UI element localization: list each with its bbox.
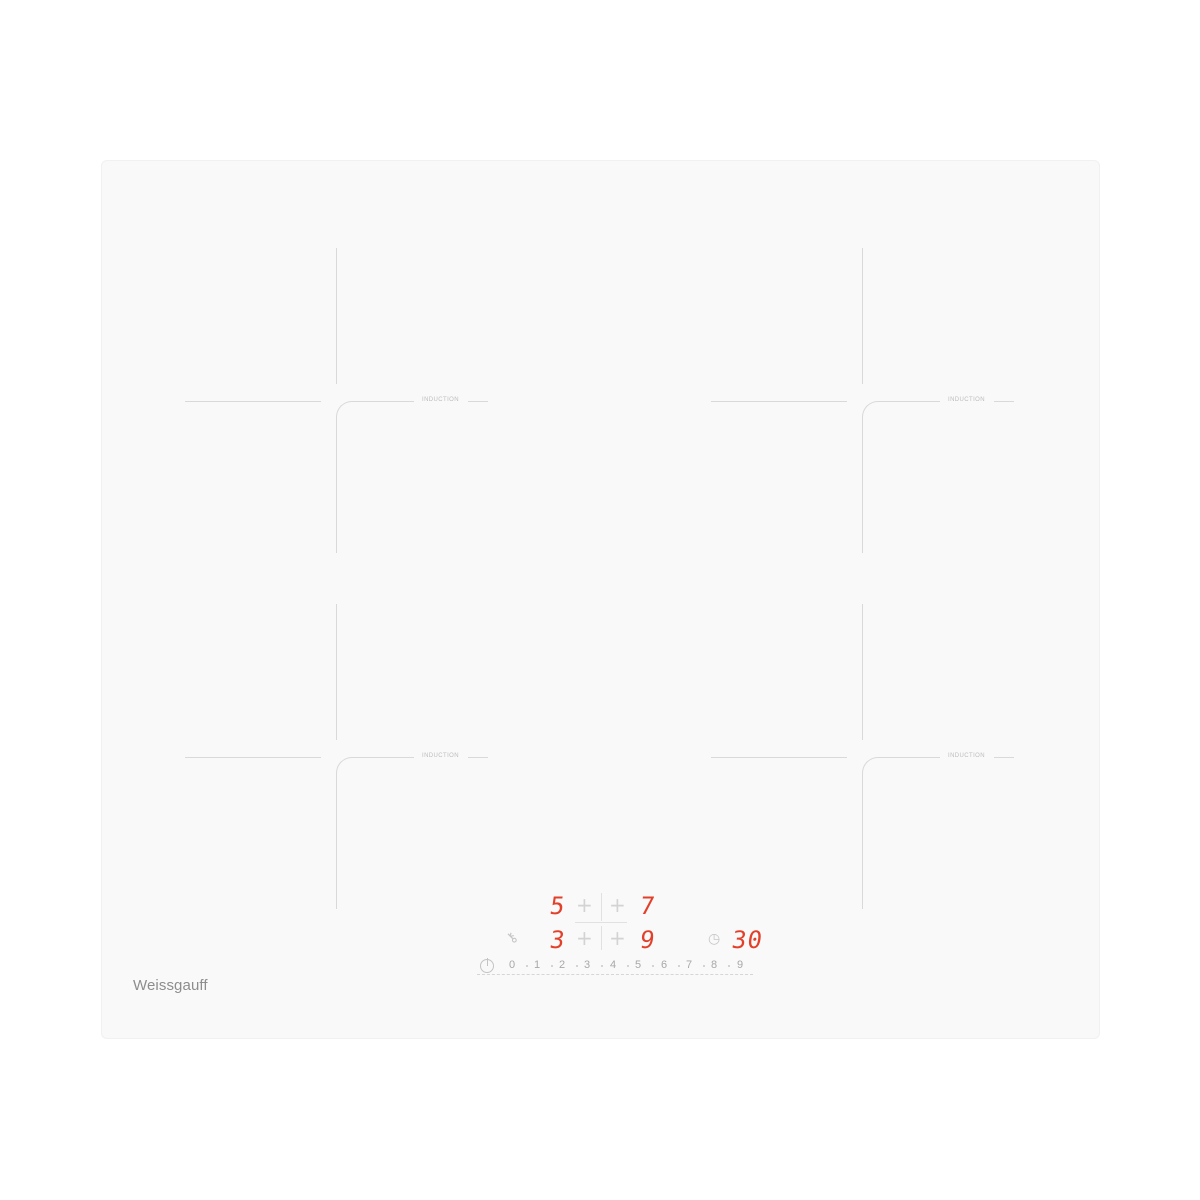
zone-corner xyxy=(862,401,879,418)
zone-guide-line xyxy=(994,401,1014,402)
zone-guide-line xyxy=(468,757,488,758)
power-level-slider[interactable]: 0 1 2 3 4 5 6 7 8 9 xyxy=(477,958,753,975)
slider-dot xyxy=(576,965,578,967)
zone-guide-line xyxy=(711,401,847,402)
slider-dot xyxy=(678,965,680,967)
slider-dot xyxy=(728,965,730,967)
zone-guide-line xyxy=(336,248,337,384)
zone-guide-line xyxy=(862,417,863,553)
panel-divider xyxy=(601,893,602,921)
slider-dot xyxy=(551,965,553,967)
zone-guide-line xyxy=(878,757,940,758)
slider-level[interactable]: 5 xyxy=(635,959,642,971)
slider-dot xyxy=(526,965,528,967)
slider-level[interactable]: 2 xyxy=(559,959,566,971)
power-icon[interactable] xyxy=(480,958,494,973)
zone-guide-line xyxy=(862,248,863,384)
zone-select-button[interactable]: + xyxy=(576,926,593,950)
zone-guide-line xyxy=(468,401,488,402)
slider-level[interactable]: 4 xyxy=(610,959,617,971)
zone-guide-line xyxy=(352,757,414,758)
slider-level[interactable]: 6 xyxy=(661,959,668,971)
zone-label: INDUCTION xyxy=(422,397,459,403)
zone-select-button[interactable]: + xyxy=(609,893,626,917)
timer-display: 30 xyxy=(730,926,765,954)
zone-label: INDUCTION xyxy=(422,753,459,759)
zone-guide-line xyxy=(185,401,321,402)
zone-label: INDUCTION xyxy=(948,397,985,403)
zone-guide-line xyxy=(862,604,863,740)
zone-guide-line xyxy=(878,401,940,402)
slider-dot xyxy=(703,965,705,967)
zone-corner xyxy=(336,401,353,418)
slider-dot xyxy=(652,965,654,967)
brand-logo: Weissgauff xyxy=(133,977,208,994)
zone-guide-line xyxy=(185,757,321,758)
panel-divider xyxy=(575,922,627,923)
zone-label: INDUCTION xyxy=(948,753,985,759)
zone-guide-line xyxy=(336,604,337,740)
panel-divider xyxy=(601,926,602,950)
slider-level[interactable]: 3 xyxy=(584,959,591,971)
slider-level[interactable]: 0 xyxy=(509,959,516,971)
slider-dot xyxy=(627,965,629,967)
slider-level[interactable]: 8 xyxy=(711,959,718,971)
slider-level[interactable]: 9 xyxy=(737,959,744,971)
zone-corner xyxy=(862,757,879,774)
slider-level[interactable]: 7 xyxy=(686,959,693,971)
zone-select-button[interactable]: + xyxy=(576,893,593,917)
zone-guide-line xyxy=(862,773,863,909)
clock-icon[interactable]: ◷ xyxy=(708,931,721,947)
zone-guide-line xyxy=(994,757,1014,758)
zone-guide-line xyxy=(336,417,337,553)
slider-level[interactable]: 1 xyxy=(534,959,541,971)
slider-dot xyxy=(601,965,603,967)
zone-corner xyxy=(336,757,353,774)
zone-guide-line xyxy=(336,773,337,909)
zone-guide-line xyxy=(711,757,847,758)
cooktop-surface xyxy=(101,160,1100,1039)
zone-guide-line xyxy=(352,401,414,402)
zone-select-button[interactable]: + xyxy=(609,926,626,950)
